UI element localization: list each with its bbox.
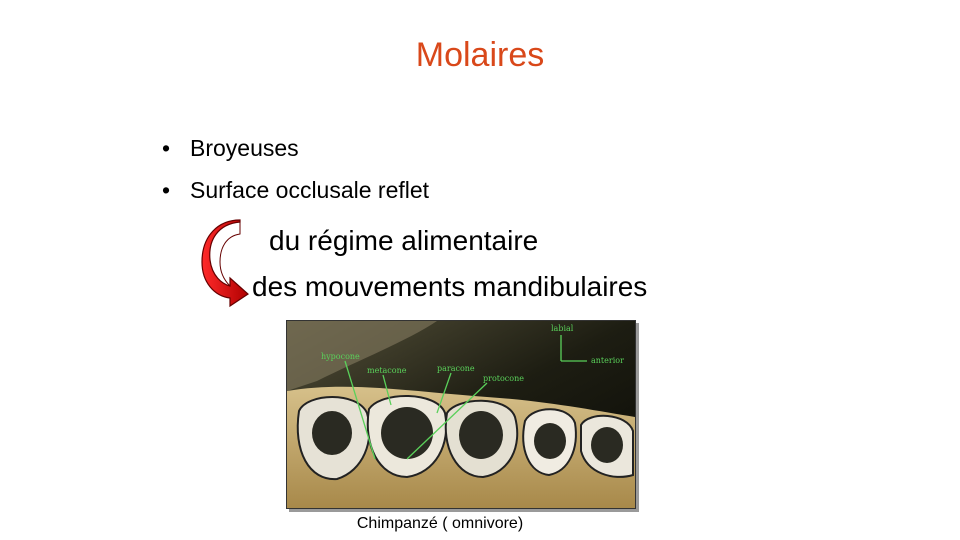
label-metacone: metacone [367, 366, 407, 375]
bullet-dot: • [162, 177, 171, 203]
movement-line: des mouvements mandibulaires [252, 271, 648, 302]
label-hypocone: hypocone [321, 352, 360, 361]
curved-arrow-icon [201, 219, 249, 308]
bullet-item: • Surface occlusale reflet [162, 175, 429, 217]
bullet-text: Surface occlusale reflet [190, 177, 430, 203]
label-anterior: anterior [591, 356, 624, 365]
bullet-item: • Broyeuses [162, 133, 429, 175]
photo-caption: Chimpanzé ( omnivore) [356, 515, 524, 532]
label-protocone: protocone [483, 374, 524, 383]
bullet-dot: • [162, 135, 171, 161]
bullet-list: • Broyeuses • Surface occlusale reflet [162, 133, 429, 217]
label-paracone: paracone [437, 364, 475, 373]
bullet-text: Broyeuses [190, 135, 299, 161]
molar-photo: hypocone metacone paracone protocone lab… [286, 320, 636, 509]
tooth-row [296, 394, 634, 481]
diet-line: du régime alimentaire [269, 225, 539, 256]
slide-title: Molaires [415, 36, 545, 74]
label-labial: labial [551, 324, 574, 333]
